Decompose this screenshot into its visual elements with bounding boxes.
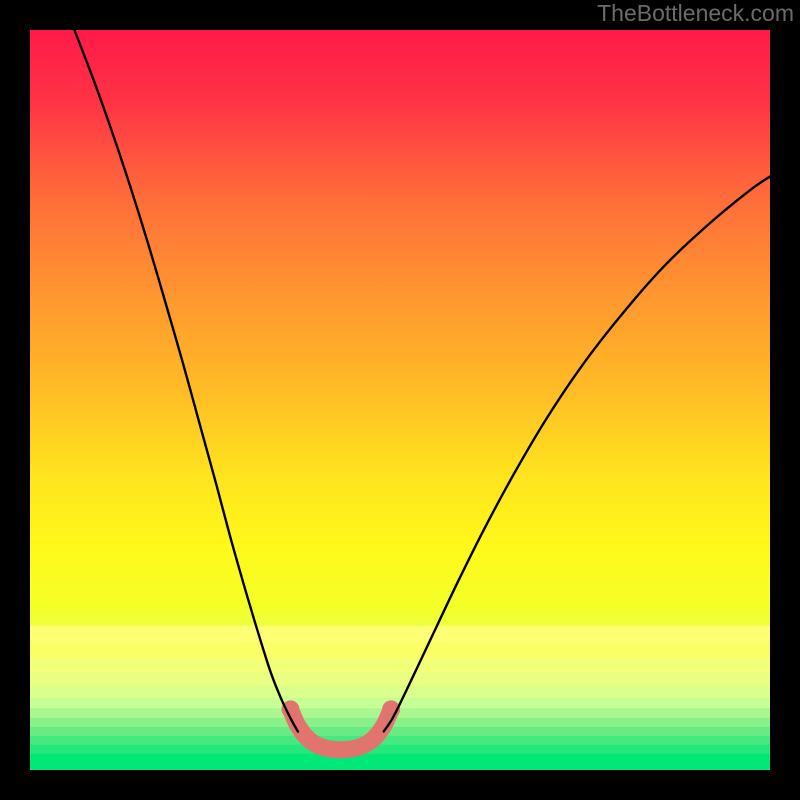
gradient-bands [30, 626, 770, 770]
plot-area [30, 30, 770, 770]
chart-root: TheBottleneck.com [0, 0, 800, 800]
bottleneck-chart [0, 0, 800, 800]
watermark: TheBottleneck.com [597, 0, 794, 27]
